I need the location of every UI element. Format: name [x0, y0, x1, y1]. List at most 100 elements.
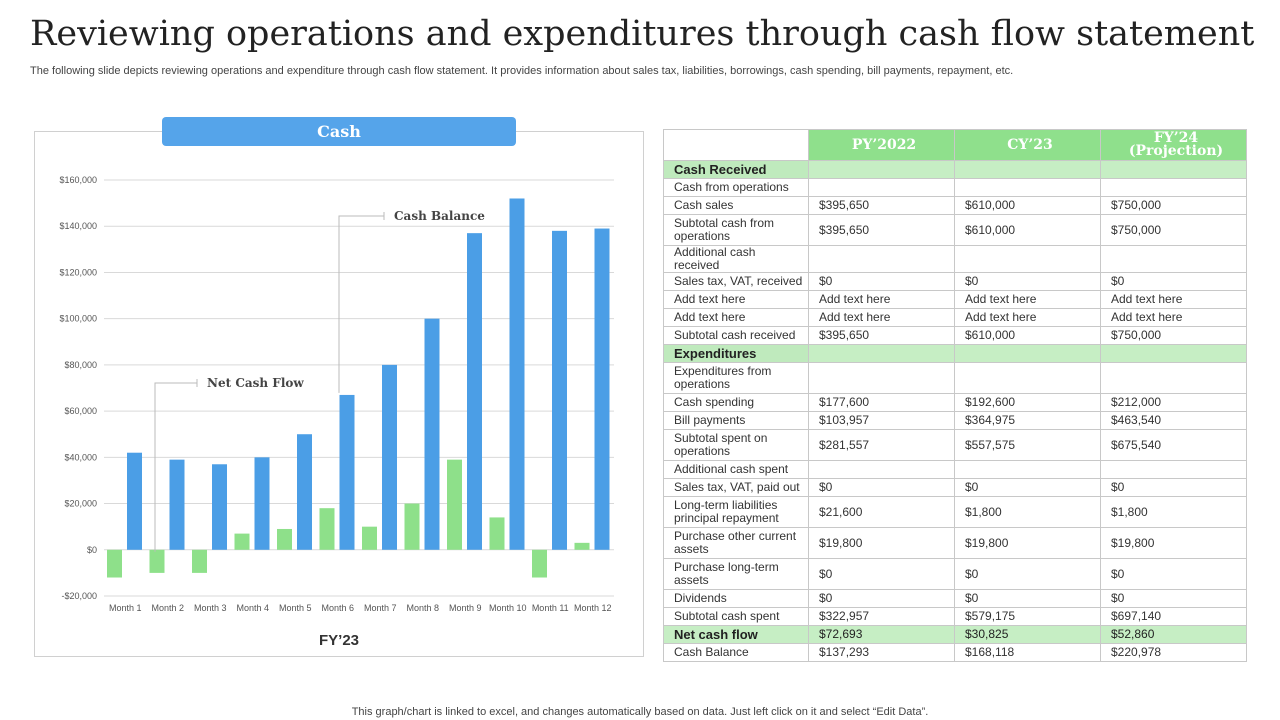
cash-balance-bar: [297, 434, 312, 550]
table-row: Subtotal cash spent $322,957 $579,175 $697,…: [663, 607, 1247, 626]
table-cell: $168,118: [954, 643, 1101, 662]
x-tick-label: Month 7: [364, 603, 397, 613]
cash-balance-bar: [212, 464, 227, 550]
table-cell: $395,650: [808, 326, 955, 345]
table-cell: $177,600: [808, 393, 955, 412]
table-cell: Add text here: [808, 308, 955, 327]
row-label: Dividends: [663, 589, 809, 608]
y-tick-label: $20,000: [64, 499, 97, 509]
table-cell: $0: [1100, 558, 1247, 590]
y-tick-label: $160,000: [59, 175, 97, 185]
table-cell: [808, 160, 955, 179]
table-section-row: Expenditures: [663, 344, 1247, 363]
table-cell: [954, 160, 1101, 179]
cash-balance-bar: [594, 228, 610, 550]
y-tick-label: $80,000: [64, 360, 97, 370]
row-label: Net cash flow: [663, 625, 809, 644]
table-cell: Add text here: [808, 290, 955, 309]
cash-balance-bar: [509, 198, 525, 550]
table-cell: $52,860: [1100, 625, 1247, 644]
table-cell: [808, 460, 955, 479]
row-label: Long-term liabilities principal repaymen…: [663, 496, 809, 528]
net-cash-flow-bar: [192, 549, 207, 573]
cash-balance-bar: [424, 318, 440, 550]
x-tick-label: Month 5: [279, 603, 312, 613]
table-cell: [954, 362, 1101, 394]
cash-balance-bar: [169, 459, 185, 550]
table-header-cell: CY’23: [954, 129, 1101, 161]
table-cell: $0: [954, 558, 1101, 590]
y-tick-label: $40,000: [64, 452, 97, 462]
table-cell: $212,000: [1100, 393, 1247, 412]
table-cell: $675,540: [1100, 429, 1247, 461]
table-header-row: PY’2022 CY’23 FY’24 (Projection): [663, 129, 1247, 161]
annotation-line: [338, 215, 384, 393]
annotation-line: [154, 382, 197, 552]
table-cell: $0: [954, 272, 1101, 291]
net-cash-flow-bar: [532, 549, 547, 578]
net-cash-flow-annotation: Net Cash Flow: [207, 376, 304, 390]
row-label: Bill payments: [663, 411, 809, 430]
table-row: Additional cash spent: [663, 460, 1247, 479]
row-label: Expenditures from operations: [663, 362, 809, 394]
x-tick-label: Month 8: [406, 603, 439, 613]
cash-balance-bar: [339, 394, 355, 550]
row-label: Purchase other current assets: [663, 527, 809, 559]
table-cell: $557,575: [954, 429, 1101, 461]
table-cell: [1100, 178, 1247, 197]
y-tick-label: -$20,000: [61, 591, 97, 601]
table-cell: [808, 245, 955, 273]
table-row: Bill payments $103,957 $364,975 $463,540: [663, 411, 1247, 430]
table-cell: $103,957: [808, 411, 955, 430]
row-label: Subtotal cash spent: [663, 607, 809, 626]
x-tick-label: Month 2: [151, 603, 184, 613]
row-label: Subtotal cash received: [663, 326, 809, 345]
table-cell: Add text here: [954, 308, 1101, 327]
net-cash-flow-bar: [447, 459, 462, 550]
table-cell: [1100, 344, 1247, 363]
table-cell: $0: [1100, 478, 1247, 497]
row-label: Expenditures: [663, 344, 809, 363]
table-row: Subtotal cash from operations $395,650 $61…: [663, 214, 1247, 246]
row-label: Additional cash spent: [663, 460, 809, 479]
table-row: Purchase other current assets $19,800 $19,…: [663, 527, 1247, 559]
row-label: Cash spending: [663, 393, 809, 412]
table-row: Dividends $0 $0 $0: [663, 589, 1247, 608]
cash-balance-annotation: Cash Balance: [394, 209, 485, 223]
table-cell: $0: [1100, 272, 1247, 291]
net-cash-flow-bar: [319, 508, 335, 550]
table-cell: $0: [808, 272, 955, 291]
table-cell: $192,600: [954, 393, 1101, 412]
table-cell: [954, 344, 1101, 363]
table-cell: $0: [954, 478, 1101, 497]
cash-chart[interactable]: -$20,000 $0 $20,000 $40,000 $60,000 $80,000 $1…: [34, 131, 644, 657]
net-cash-flow-bar: [362, 526, 377, 550]
table-cell: $750,000: [1100, 196, 1247, 215]
table-cell: $463,540: [1100, 411, 1247, 430]
row-label: Add text here: [663, 308, 809, 327]
row-label: Sales tax, VAT, paid out: [663, 478, 809, 497]
table-row: Net cash flow $72,693 $30,825 $52,860: [663, 625, 1247, 644]
table-cell: $610,000: [954, 214, 1101, 246]
x-tick-label: Month 6: [321, 603, 354, 613]
table-cell: $1,800: [954, 496, 1101, 528]
table-cell: $395,650: [808, 196, 955, 215]
table-cell: [808, 178, 955, 197]
table-cell: $137,293: [808, 643, 955, 662]
table-cell: $610,000: [954, 196, 1101, 215]
table-cell: $220,978: [1100, 643, 1247, 662]
table-row: Cash from operations: [663, 178, 1247, 197]
table-row: Sales tax, VAT, received $0 $0 $0: [663, 272, 1247, 291]
row-label: Additional cash received: [663, 245, 809, 273]
net-cash-flow-bar: [107, 549, 122, 578]
x-tick-label: Month 11: [532, 603, 569, 613]
cash-balance-bar: [127, 452, 142, 550]
table-cell: $697,140: [1100, 607, 1247, 626]
table-row: Cash spending $177,600 $192,600 $212,000: [663, 393, 1247, 412]
table-row: Add text here Add text here Add text here A…: [663, 308, 1247, 327]
row-label: Cash Received: [663, 160, 809, 179]
table-row: Additional cash received: [663, 245, 1247, 273]
footer-note: This graph/chart is linked to excel, and…: [351, 706, 929, 718]
table-cell: [954, 178, 1101, 197]
table-row: Sales tax, VAT, paid out $0 $0 $0: [663, 478, 1247, 497]
